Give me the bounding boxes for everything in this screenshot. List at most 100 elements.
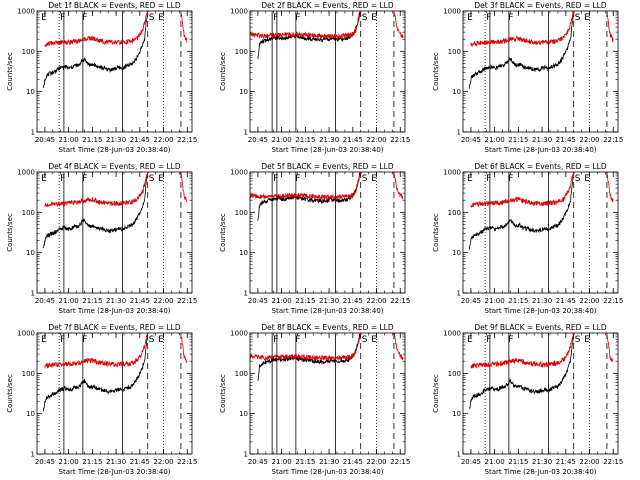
y-tick-label: 1 [31,451,35,459]
x-tick-label: 22:00 [579,136,599,144]
x-tick-label: 22:15 [603,297,623,305]
interval-marker-F: F [486,174,491,184]
interval-marker-E: E [467,13,473,23]
y-tick-label: 100 [22,370,35,378]
x-tick-label: 22:00 [366,458,386,466]
interval-marker-S: S [362,13,368,23]
panel-det-8: Det 8f BLACK = Events, RED = LLD Counts/s… [219,323,410,476]
y-axis-label: Counts/sec [432,374,440,413]
panel-frame [249,10,406,133]
x-tick-label: 22:15 [603,136,623,144]
series-line-lld [250,172,362,201]
y-tick-label: 1000 [230,169,248,177]
y-tick-label: 1 [457,129,461,137]
y-tick-label: 1 [244,290,248,298]
panel-title: Det 6f BLACK = Events, RED = LLD [474,162,607,171]
x-tick-label: 22:15 [603,458,623,466]
x-tick-label: 21:30 [106,458,126,466]
series-line-lld [250,11,362,40]
x-tick-label: 21:00 [485,136,505,144]
interval-marker-F: F [508,13,513,23]
x-axis-label: Start Time (28-Jun-03 20:38:40) [485,307,597,315]
x-tick-label: 21:45 [343,458,363,466]
series-line-events [42,337,148,412]
interval-marker-E: E [158,13,164,23]
x-axis-label: Start Time (28-Jun-03 20:38:40) [485,468,597,476]
x-tick-label: 21:30 [319,297,339,305]
panel-frame [249,332,406,455]
series-line-lld [470,172,575,208]
panel-title: Det 3f BLACK = Events, RED = LLD [474,1,607,10]
panel-det-7: Det 7f BLACK = Events, RED = LLD Counts/s… [6,323,197,476]
panel-frame [249,171,406,294]
y-tick-label: 100 [235,370,248,378]
x-axis-label: Start Time (28-Jun-03 20:38:40) [272,468,384,476]
interval-marker-S: S [149,335,155,345]
series-line-lld [392,333,404,360]
x-tick-label: 20:45 [35,297,55,305]
x-tick-label: 21:30 [106,297,126,305]
panel-det-4: Det 4f BLACK = Events, RED = LLD Counts/s… [6,162,197,315]
x-axis-label: Start Time (28-Jun-03 20:38:40) [59,146,171,154]
interval-marker-F: F [295,13,300,23]
x-axis-label: Start Time (28-Jun-03 20:38:40) [272,146,384,154]
x-tick-label: 21:30 [319,136,339,144]
y-tick-label: 1 [244,451,248,459]
y-tick-label: 10 [239,410,248,418]
panel-title: Det 8f BLACK = Events, RED = LLD [261,323,394,332]
y-tick-label: 1 [244,129,248,137]
y-tick-label: 1000 [443,169,461,177]
series-line-lld [470,333,575,369]
interval-marker-E: E [467,335,473,345]
series-line-lld [606,11,614,43]
x-tick-label: 21:15 [508,136,528,144]
interval-marker-F: F [486,335,491,345]
interval-marker-E: E [41,13,47,23]
y-tick-label: 100 [235,48,248,56]
x-tick-label: 20:45 [35,458,55,466]
y-axis-label: Counts/sec [432,52,440,91]
series-line-events [468,14,574,89]
x-tick-label: 22:00 [579,458,599,466]
x-tick-label: 21:00 [272,458,292,466]
interval-marker-F: F [273,335,278,345]
y-tick-label: 10 [26,410,35,418]
y-tick-label: 1000 [17,8,35,16]
y-tick-label: 10 [26,249,35,257]
interval-marker-E: E [371,13,377,23]
x-tick-label: 20:45 [461,297,481,305]
y-tick-label: 1 [31,129,35,137]
interval-marker-E: E [41,335,47,345]
y-tick-label: 1000 [17,169,35,177]
y-tick-label: 1000 [230,330,248,338]
x-tick-label: 22:15 [177,136,197,144]
series-line-lld [605,333,614,363]
panel-title: Det 4f BLACK = Events, RED = LLD [48,162,181,171]
interval-marker-F: F [82,174,87,184]
x-axis-label: Start Time (28-Jun-03 20:38:40) [272,307,384,315]
interval-marker-S: S [362,174,368,184]
series-line-lld [44,333,148,369]
x-tick-label: 21:00 [485,458,505,466]
series-line-events [468,336,574,409]
y-tick-label: 100 [448,209,461,217]
panel-frame [36,171,193,294]
y-tick-label: 1 [457,451,461,459]
x-tick-label: 22:00 [153,136,173,144]
y-tick-label: 10 [239,249,248,257]
series-line-lld [180,333,188,363]
y-tick-label: 1 [31,290,35,298]
panel-title: Det 5f BLACK = Events, RED = LLD [261,162,394,171]
x-tick-label: 22:15 [177,297,197,305]
x-tick-label: 22:00 [366,136,386,144]
interval-marker-S: S [149,174,155,184]
x-tick-label: 21:00 [272,297,292,305]
interval-marker-F: F [60,13,65,23]
y-tick-label: 100 [22,209,35,217]
x-tick-label: 21:15 [295,136,315,144]
series-line-events [468,177,574,250]
y-tick-label: 10 [452,410,461,418]
series-line-lld [180,11,188,43]
